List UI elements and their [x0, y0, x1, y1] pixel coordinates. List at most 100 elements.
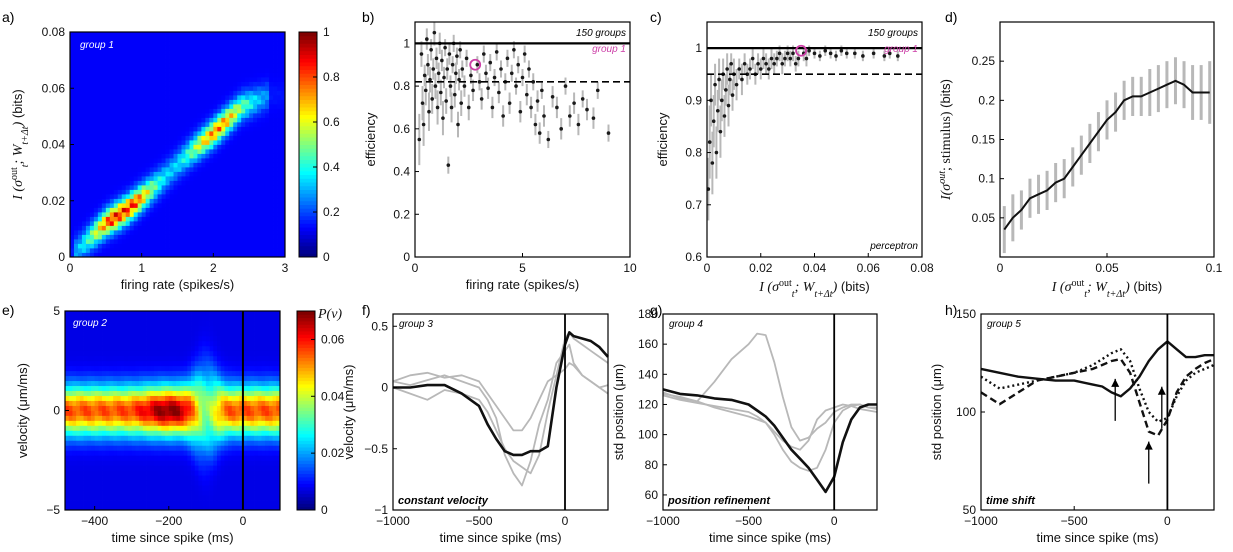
heatmap-cell [216, 315, 222, 322]
heatmap-cell [217, 36, 222, 42]
heatmap-cell [145, 50, 151, 55]
heatmap-cell [225, 239, 230, 244]
heatmap-cell [129, 203, 135, 208]
heatmap-cell [113, 315, 118, 322]
heatmap-cell [213, 68, 218, 73]
heatmap-cell [153, 345, 159, 352]
heatmap-cell [213, 140, 218, 145]
heatmap-cell [201, 212, 206, 217]
data-point [572, 101, 576, 105]
heatmap-cell [245, 72, 250, 78]
heatmap-cell [165, 104, 170, 109]
heatmap-cell [241, 230, 246, 235]
heatmap-cell [202, 365, 207, 372]
heatmap-cell [168, 420, 173, 426]
data-point [793, 61, 798, 66]
heatmap-cell [83, 475, 88, 481]
heatmap-cell [173, 104, 178, 109]
colorbar-cell [299, 99, 317, 104]
heatmap-cell [70, 153, 75, 159]
heatmap-cell [137, 99, 143, 105]
data-point [482, 52, 486, 56]
heatmap-cell [137, 243, 143, 249]
heatmap-cell [220, 350, 225, 357]
heatmap-cell [265, 86, 270, 91]
heatmap-cell [83, 410, 88, 416]
heatmap-cell [124, 380, 129, 387]
heatmap-cell [161, 167, 166, 172]
heatmap-cell [161, 68, 166, 73]
heatmap-cell [165, 95, 170, 100]
heatmap-cell [93, 212, 99, 217]
heatmap-cell [139, 440, 144, 446]
heatmap-cell [131, 500, 136, 506]
heatmap-cell [205, 415, 210, 421]
heatmap-cell [128, 370, 133, 377]
heatmap-cell [139, 465, 144, 471]
heatmap-cell [281, 149, 286, 154]
heatmap-cell [165, 207, 170, 213]
heatmap-cell [68, 395, 73, 401]
heatmap-cell [245, 194, 250, 199]
heatmap-cell [153, 335, 159, 342]
heatmap-cell [109, 430, 114, 436]
heatmap-cell [193, 158, 198, 163]
heatmap-cell [228, 420, 233, 426]
heatmap-cell [149, 248, 155, 253]
heatmap-cell [169, 86, 174, 91]
heatmap-cell [145, 207, 151, 213]
heatmap-cell [249, 59, 254, 64]
heatmap-cell [217, 189, 222, 195]
heatmap-cell [217, 68, 222, 73]
heatmap-cell [198, 315, 203, 322]
heatmap-cell [157, 41, 162, 46]
heatmap-cell [183, 325, 188, 332]
heatmap-cell [70, 95, 75, 100]
heatmap-cell [213, 144, 218, 150]
heatmap-cell [150, 430, 155, 436]
heatmap-cell [98, 385, 103, 391]
heatmap-cell [253, 212, 258, 217]
heatmap-cell [205, 370, 210, 377]
heatmap-cell [79, 505, 84, 511]
heatmap-cell [153, 380, 159, 387]
heatmap-cell [198, 460, 203, 466]
heatmap-cell [94, 405, 99, 411]
heatmap-cell [185, 104, 190, 109]
heatmap-cell [269, 176, 274, 181]
heatmap-cell [97, 104, 103, 109]
heatmap-cell [141, 167, 147, 172]
heatmap-cell [228, 485, 233, 491]
heatmap-cell [113, 99, 119, 105]
heatmap-cell [125, 230, 131, 235]
heatmap-cell [125, 176, 131, 181]
heatmap-cell [198, 450, 203, 456]
heatmap-cell [73, 95, 79, 100]
heatmap-cell [173, 221, 178, 226]
heatmap-cell [105, 435, 110, 441]
heatmap-cell [90, 425, 96, 431]
heatmap-cell [121, 149, 127, 154]
heatmap-cell [109, 375, 114, 382]
heatmap-cell [141, 131, 147, 136]
heatmap-cell [228, 375, 233, 382]
heatmap-cell [72, 435, 77, 441]
heatmap-cell [221, 225, 226, 231]
heatmap-cell [183, 440, 188, 446]
heatmap-cell [101, 86, 107, 91]
data-point [568, 114, 572, 118]
heatmap-cell [85, 122, 91, 127]
heatmap-cell [265, 153, 270, 159]
heatmap-cell [172, 350, 177, 357]
heatmap-cell [173, 149, 178, 154]
heatmap-cell [189, 36, 194, 42]
heatmap-cell [161, 252, 166, 258]
heatmap-cell [141, 99, 147, 105]
heatmap-cell [85, 77, 91, 82]
heatmap-cell [189, 54, 194, 60]
heatmap-cell [153, 41, 158, 46]
heatmap-cell [198, 325, 203, 332]
heatmap-cell [93, 162, 99, 168]
heatmap-cell [257, 99, 262, 105]
heatmap-cell [173, 122, 178, 127]
